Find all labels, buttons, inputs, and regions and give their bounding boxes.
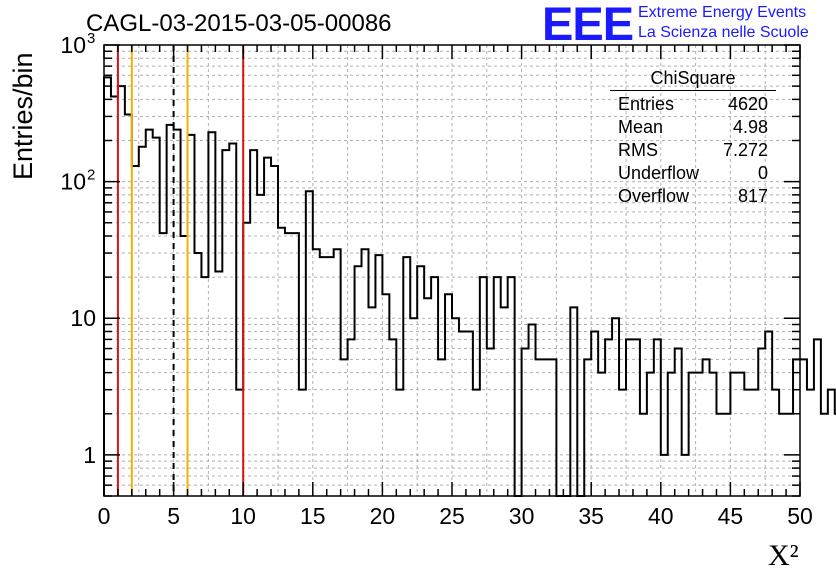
eee-logo: EEE — [542, 0, 634, 50]
stat-label: Underflow — [618, 163, 700, 183]
x-tick-label: 30 — [509, 503, 535, 529]
chart-title: CAGL-03-2015-03-05-00086 — [86, 10, 392, 37]
y-tick-label-exponent: 3 — [87, 30, 95, 47]
stats-box: ChiSquare Entries 4620 Mean 4.98 RMS 7.2… — [610, 67, 776, 208]
stat-value: 0 — [757, 163, 768, 183]
stat-row-rms: RMS 7.272 — [610, 139, 776, 162]
x-tick-label: 25 — [439, 503, 465, 529]
stat-label: Overflow — [618, 186, 690, 206]
y-axis-label: Entries/bin — [8, 52, 38, 180]
logo-line-1: Extreme Energy Events — [638, 4, 807, 21]
stat-row-mean: Mean 4.98 — [610, 116, 776, 139]
y-tick-label-exponent: 2 — [87, 167, 95, 184]
x-tick-label: 20 — [370, 503, 396, 529]
logo-line-2: La Scienza nelle Scuole — [638, 24, 809, 41]
stat-label: RMS — [618, 140, 658, 160]
histogram-step-line — [103, 76, 836, 497]
x-tick-label: 35 — [578, 503, 604, 529]
stat-value: 4.98 — [732, 117, 768, 137]
x-axis-label: X² — [768, 539, 799, 572]
stat-label: Entries — [618, 94, 675, 114]
stat-value: 4620 — [727, 94, 768, 114]
x-tick-label: 5 — [167, 503, 180, 529]
stats-title: ChiSquare — [610, 67, 776, 91]
stat-value: 817 — [737, 186, 768, 206]
x-tick-label: 0 — [98, 503, 111, 529]
x-tick-label: 15 — [300, 503, 326, 529]
y-tick-label: 10 — [60, 32, 86, 58]
stat-row-overflow: Overflow 817 — [610, 185, 776, 208]
stat-label: Mean — [618, 117, 664, 137]
x-tick-label: 40 — [648, 503, 674, 529]
stat-row-entries: Entries 4620 — [610, 93, 776, 116]
y-tick-label: 1 — [83, 442, 96, 468]
x-tick-label: 45 — [718, 503, 744, 529]
x-tick-label: 50 — [787, 503, 813, 529]
x-tick-label: 10 — [230, 503, 256, 529]
y-tick-label: 10 — [60, 169, 86, 195]
stat-row-underflow: Underflow 0 — [610, 162, 776, 185]
y-tick-label: 10 — [70, 305, 96, 331]
stat-value: 7.272 — [722, 140, 768, 160]
